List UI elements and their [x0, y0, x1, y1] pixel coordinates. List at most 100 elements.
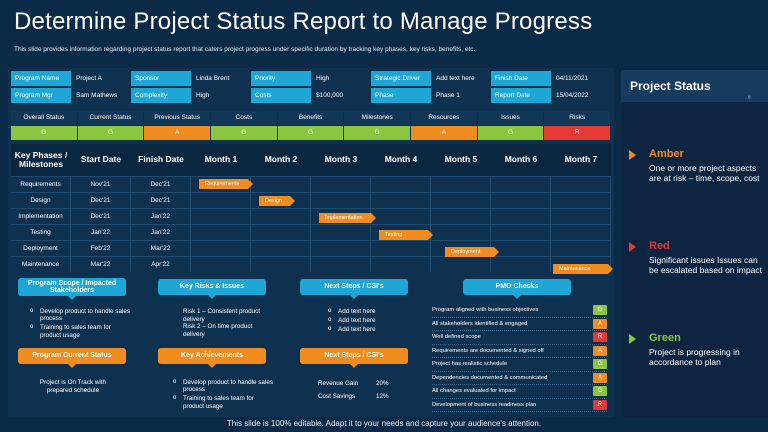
month-cell: [311, 225, 371, 240]
status-header: Overall Status: [11, 111, 77, 125]
status-badge: G: [11, 126, 77, 140]
month-cell: [311, 241, 371, 256]
gantt-col-header: Month 5: [444, 154, 478, 165]
gantt-col-header: Start Date: [80, 154, 122, 165]
start-date: Feb'22: [71, 241, 131, 256]
metric-row: Revenue Gain 20%: [318, 377, 408, 390]
month-cell: [191, 241, 251, 256]
metric-label: Cost Savings: [318, 393, 356, 400]
gantt-col-header: Month 6: [504, 154, 538, 165]
achievements-header: Key Achievements: [158, 348, 266, 368]
next-step-item: Add text here: [328, 308, 418, 315]
scope-item: Develop product to handle sales process: [30, 308, 130, 322]
month-cell: [251, 225, 311, 240]
month-cell: [191, 209, 251, 224]
gantt-bar: Deployment: [445, 247, 499, 257]
status-badge: R: [544, 126, 611, 140]
info-value: High: [196, 92, 210, 99]
month-cell: [491, 209, 551, 224]
metric-value: 12%: [376, 393, 389, 400]
triangle-icon: [629, 334, 636, 344]
pmo-row: Requirements are documented & signed off…: [432, 345, 607, 358]
gantt-bar: Testing: [379, 230, 433, 240]
info-cell: Strategic Driver Add text here: [371, 71, 491, 86]
info-row: Program Name Project A Sponsor Linda Brent P…: [11, 71, 611, 86]
page-title: Determine Project Status Report to Manag…: [14, 8, 593, 35]
start-date: Dec'21: [71, 209, 131, 224]
status-header: Benefits: [277, 111, 344, 125]
info-row: Program Mgr Sam Mathews Complexity High Cost…: [11, 88, 611, 103]
gantt-header: Key Phases / Milestones Start Date Finish …: [11, 144, 611, 176]
gantt-bar: Design: [259, 196, 295, 206]
status-header: Milestones: [344, 111, 411, 125]
pmo-label: Dependencies documented & communicated: [432, 374, 548, 381]
triangle-icon: [629, 150, 636, 160]
gantt-col-header: Finish Date: [138, 154, 184, 165]
info-value: Add text here: [436, 75, 475, 82]
gantt-col-header: Month 1: [204, 154, 238, 165]
month-cell: [491, 225, 551, 240]
info-cell: Report Date 15/04/2022: [491, 88, 611, 103]
legend-header: Project Status ››: [621, 70, 768, 102]
legend-desc: Significant issues Issues can be escalat…: [649, 255, 762, 276]
month-cell: [311, 193, 371, 208]
gantt-bar: Requirements: [199, 179, 253, 189]
pmo-row: Dependencies documented & communicated A: [432, 372, 607, 385]
pmo-status-badge: R: [593, 332, 607, 343]
status-header: Previous Status: [144, 111, 211, 125]
status-badge: G: [77, 126, 144, 140]
info-value: High: [316, 75, 330, 82]
next-steps-list: Add text here Add text here Add text here: [328, 308, 418, 336]
status-headers: Overall Status Current Status Previous Sta…: [11, 111, 611, 125]
achievement-item: Develop product to handle sales process: [173, 379, 273, 393]
gantt-col-header: Month 7: [564, 154, 598, 165]
risk-item: Risk 2 – On time product delivery: [183, 323, 253, 338]
info-value: Linda Brent: [196, 75, 230, 82]
gantt-col-header: Key Phases / Milestones: [14, 149, 68, 169]
status-badge: G: [277, 126, 344, 140]
gantt-bar: Implementation: [319, 213, 376, 223]
metric-value: 20%: [376, 380, 389, 387]
pmo-status-badge: A: [593, 372, 607, 383]
finish-date: Apr'22: [131, 257, 191, 272]
info-label: Phase: [371, 88, 431, 103]
info-cell: Phase Phase 1: [371, 88, 491, 103]
month-cell: [371, 257, 431, 272]
info-cell: Complexity High: [131, 88, 251, 103]
page-subtitle: This slide provides information regardin…: [14, 46, 476, 53]
pmo-status-badge: G: [593, 386, 607, 397]
month-cell: [551, 257, 611, 272]
month-cell: [191, 225, 251, 240]
month-cell: [431, 257, 491, 272]
legend-desc: One or more project aspects are at risk …: [649, 163, 760, 184]
achievements-list: Develop product to handle sales process T…: [173, 379, 273, 412]
info-label: Complexity: [131, 88, 191, 103]
month-cell: [551, 241, 611, 256]
month-cell: [371, 177, 431, 192]
month-cell: [491, 177, 551, 192]
pmo-row: All stakeholders identified & engaged A: [432, 318, 607, 331]
legend-name: Green: [649, 332, 681, 344]
scope-item: Training to sales team for product usage: [30, 324, 130, 338]
month-cell: [551, 209, 611, 224]
info-value: $100,000: [316, 92, 344, 99]
start-date: Nov'21: [71, 177, 131, 192]
program-info-grid: Program Name Project A Sponsor Linda Brent P…: [11, 71, 611, 105]
month-cell: [251, 177, 311, 192]
info-value: 15/04/2022: [556, 92, 589, 99]
finish-date: Jan'22: [131, 209, 191, 224]
finish-date: Dec'21: [131, 177, 191, 192]
gantt-chart: Key Phases / Milestones Start Date Finish …: [11, 144, 611, 270]
info-label: Program Mgr: [11, 88, 71, 103]
info-label: Program Name: [11, 71, 71, 86]
finish-date: Mar'22: [131, 241, 191, 256]
month-cell: [311, 177, 371, 192]
finish-date: Jan'22: [131, 225, 191, 240]
pmo-label: Requirements are documented & signed off: [432, 347, 544, 354]
pmo-label: Project has realistic schedule: [432, 361, 508, 368]
phase-name: Deployment: [11, 241, 71, 256]
status-header: Costs: [211, 111, 277, 125]
info-cell: Priority High: [251, 71, 371, 86]
metrics-table: Revenue Gain 20% Cost Savings 12%: [318, 377, 408, 403]
